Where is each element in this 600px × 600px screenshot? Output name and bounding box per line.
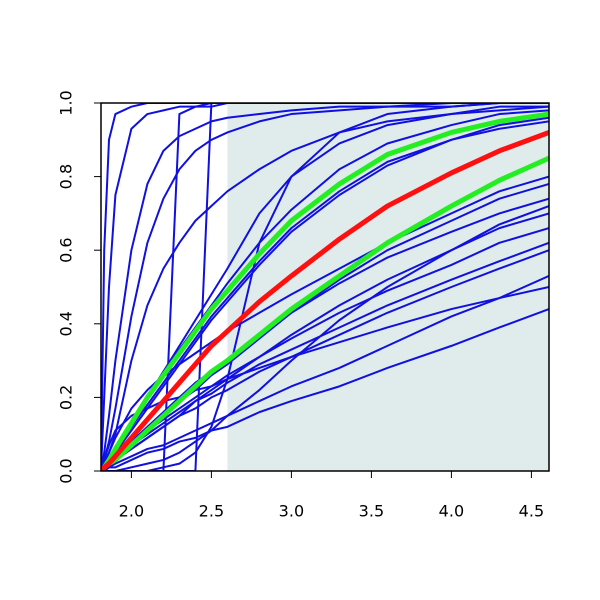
curve xyxy=(101,286,549,471)
curve xyxy=(101,105,549,471)
y-tick-label: 0.8 xyxy=(57,164,76,189)
curve xyxy=(101,103,549,471)
curve xyxy=(101,205,549,471)
y-tick-label: 1.0 xyxy=(57,90,76,115)
y-tick-label: 0.6 xyxy=(57,237,76,262)
curve xyxy=(101,103,549,471)
plot-frame xyxy=(100,102,550,472)
x-tick-label: 4.0 xyxy=(439,502,464,521)
x-tick-label: 2.5 xyxy=(199,502,224,521)
y-tick-label: 0.2 xyxy=(57,385,76,410)
x-tick-label: 3.5 xyxy=(359,502,384,521)
y-tick-label: 0.4 xyxy=(57,311,76,336)
curve xyxy=(101,308,549,471)
curve xyxy=(101,103,549,471)
curve xyxy=(101,103,549,471)
x-tick-label: 4.5 xyxy=(519,502,544,521)
curve xyxy=(101,103,549,471)
x-tick-label: 3.0 xyxy=(279,502,304,521)
curve xyxy=(101,275,549,471)
x-tick-label: 2.0 xyxy=(119,502,144,521)
plot-area xyxy=(101,103,549,471)
curve xyxy=(101,103,549,471)
curve xyxy=(101,130,549,471)
curve xyxy=(101,111,549,471)
y-tick-label: 0.0 xyxy=(57,458,76,483)
